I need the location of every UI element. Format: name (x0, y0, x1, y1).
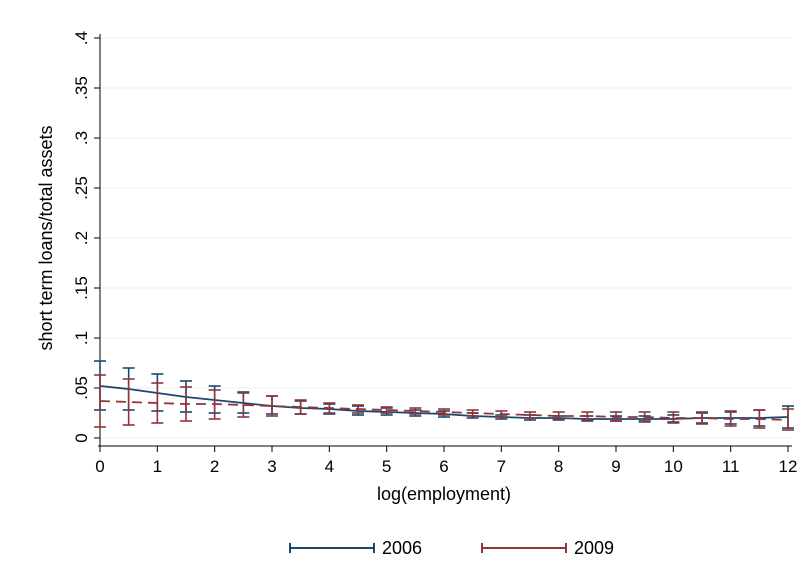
series-line-2009 (99, 400, 789, 421)
legend: 2006 2009 (289, 538, 614, 558)
y-tick-label: .2 (72, 231, 91, 245)
y-tick-label: .1 (72, 331, 91, 345)
legend-item-2009[interactable]: 2009 (481, 538, 614, 558)
x-tick-label: 12 (779, 457, 798, 476)
x-tick-label: 8 (554, 457, 563, 476)
x-tick-label: 5 (382, 457, 391, 476)
y-tick-label: .05 (72, 376, 91, 400)
gridlines (100, 37, 792, 439)
x-tick-label: 2 (210, 457, 219, 476)
x-tick-label: 0 (95, 457, 104, 476)
legend-swatch-2009 (481, 543, 567, 553)
x-tick-label: 11 (722, 457, 740, 476)
y-tick-label: .35 (72, 76, 91, 100)
x-tick-label: 4 (325, 457, 334, 476)
y-tick-label: .25 (72, 176, 91, 200)
series-2009 (94, 374, 794, 431)
series-2006 (94, 360, 794, 429)
x-tick-label: 10 (664, 457, 683, 476)
x-tick-label: 6 (439, 457, 448, 476)
y-ticks: 0 .05 .1 .15 .2 .25 .3 .35 .4 (72, 31, 100, 443)
series (94, 360, 794, 431)
axes (98, 34, 792, 447)
legend-label-2009: 2009 (574, 538, 614, 558)
x-axis-title: log(employment) (377, 484, 511, 504)
x-tick-label: 9 (611, 457, 620, 476)
legend-label-2006: 2006 (382, 538, 422, 558)
legend-swatch-2006 (289, 543, 375, 553)
x-ticks: 0 1 2 3 4 5 6 7 8 9 10 11 12 (95, 446, 797, 476)
y-tick-label: 0 (72, 433, 91, 442)
y-axis-title: short term loans/total assets (36, 125, 56, 350)
y-tick-label: .3 (72, 131, 91, 145)
y-tick-label: .15 (72, 276, 91, 300)
x-tick-label: 1 (153, 457, 162, 476)
y-tick-label: .4 (72, 31, 91, 45)
x-tick-label: 7 (497, 457, 506, 476)
legend-item-2006[interactable]: 2006 (289, 538, 422, 558)
x-tick-label: 3 (267, 457, 276, 476)
